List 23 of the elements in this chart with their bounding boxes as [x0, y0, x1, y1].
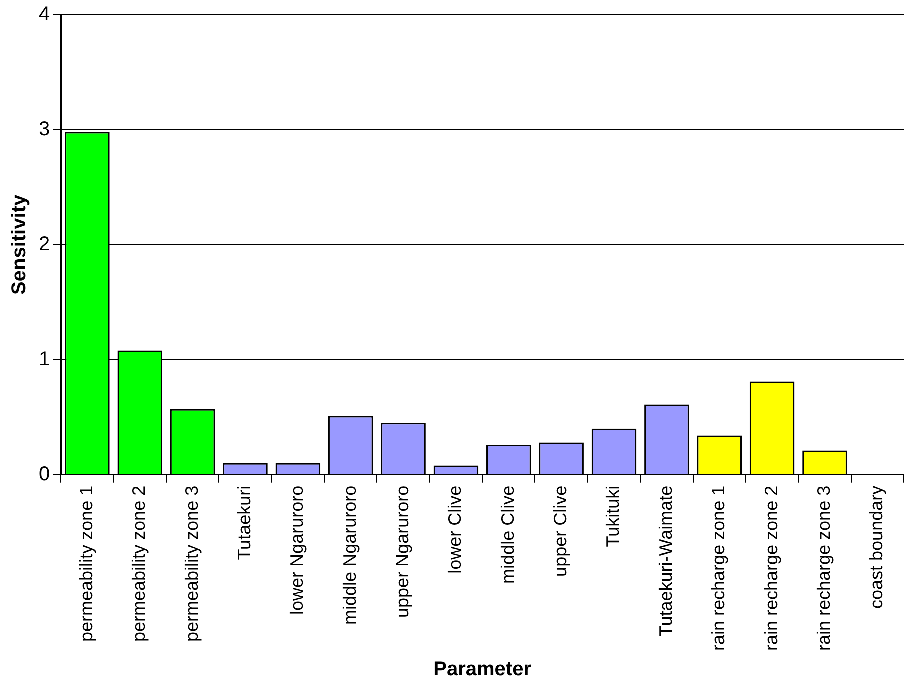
- x-tick-label: middle Clive: [498, 486, 518, 584]
- x-tick-label: rain recharge zone 1: [708, 486, 729, 652]
- x-tick-label: middle Ngaruroro: [340, 486, 360, 625]
- x-tick-label: Tutaekuri: [234, 486, 254, 560]
- y-tick-label: 3: [39, 118, 50, 140]
- y-tick-label: 0: [39, 463, 50, 486]
- x-tick-label: permeability zone 3: [182, 486, 202, 642]
- x-tick-label: lower Clive: [445, 486, 466, 574]
- x-tick-label: lower Ngaruroro: [287, 486, 308, 615]
- x-tick-label: rain recharge zone 3: [814, 486, 834, 652]
- x-tick-label: upper Clive: [550, 486, 571, 577]
- x-tick-label: coast boundary: [866, 486, 887, 609]
- x-tick-label: upper Ngaruroro: [392, 486, 413, 618]
- y-tick-label: 1: [39, 348, 50, 370]
- x-tick-label: permeability zone 1: [76, 486, 96, 642]
- x-axis-title: Parameter: [434, 658, 532, 681]
- x-tick-label: Tutaekuri-Waimate: [656, 486, 676, 637]
- x-tick-label: permeability zone 2: [129, 486, 150, 642]
- y-tick-label: 4: [39, 4, 50, 26]
- y-tick-label: 2: [39, 233, 50, 256]
- y-axis-title: Sensitivity: [8, 194, 31, 295]
- x-tick-label: rain recharge zone 2: [761, 486, 782, 652]
- x-tick-label: Tukituki: [603, 486, 624, 548]
